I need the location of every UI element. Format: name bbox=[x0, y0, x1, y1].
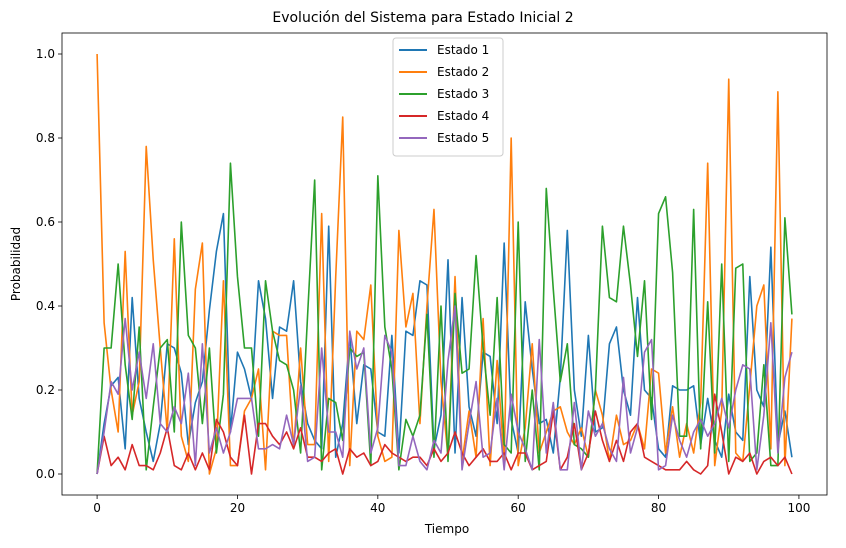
plot-area-frame bbox=[61, 32, 828, 496]
legend-label-2: Estado 2 bbox=[437, 65, 489, 79]
legend-label-1: Estado 1 bbox=[437, 43, 489, 57]
y-tick-label: 0.8 bbox=[36, 131, 55, 145]
legend: Estado 1 Estado 2 Estado 3 Estado 4 Estado 5 bbox=[392, 37, 504, 157]
y-axis-title: Probabilidad bbox=[9, 227, 23, 301]
series-line-4 bbox=[96, 393, 793, 475]
y-tick-label: 1.0 bbox=[36, 47, 55, 61]
y-tick-label: 0.0 bbox=[36, 467, 55, 481]
x-tick-label: 100 bbox=[787, 501, 810, 515]
x-axis-title: Tiempo bbox=[424, 522, 469, 536]
legend-box bbox=[392, 37, 504, 157]
series-layer bbox=[96, 53, 793, 475]
x-tick-label: 0 bbox=[93, 501, 101, 515]
legend-label-4: Estado 4 bbox=[437, 109, 489, 123]
y-tick-label: 0.2 bbox=[36, 383, 55, 397]
x-axis-ticks: 0 20 40 60 80 100 bbox=[93, 495, 810, 515]
x-tick-label: 80 bbox=[651, 501, 666, 515]
legend-label-3: Estado 3 bbox=[437, 87, 489, 101]
x-tick-label: 20 bbox=[230, 501, 245, 515]
series-line-1 bbox=[96, 212, 793, 475]
y-tick-label: 0.4 bbox=[36, 299, 55, 313]
x-tick-label: 60 bbox=[511, 501, 526, 515]
y-tick-label: 0.6 bbox=[36, 215, 55, 229]
y-axis-ticks: 0.0 0.2 0.4 0.6 0.8 1.0 bbox=[36, 47, 62, 481]
series-line-2 bbox=[96, 53, 793, 475]
legend-label-5: Estado 5 bbox=[437, 131, 489, 145]
series-line-3 bbox=[96, 162, 793, 475]
x-tick-label: 40 bbox=[370, 501, 385, 515]
series-line-5 bbox=[96, 305, 793, 475]
chart-title: Evolución del Sistema para Estado Inicia… bbox=[272, 10, 573, 26]
